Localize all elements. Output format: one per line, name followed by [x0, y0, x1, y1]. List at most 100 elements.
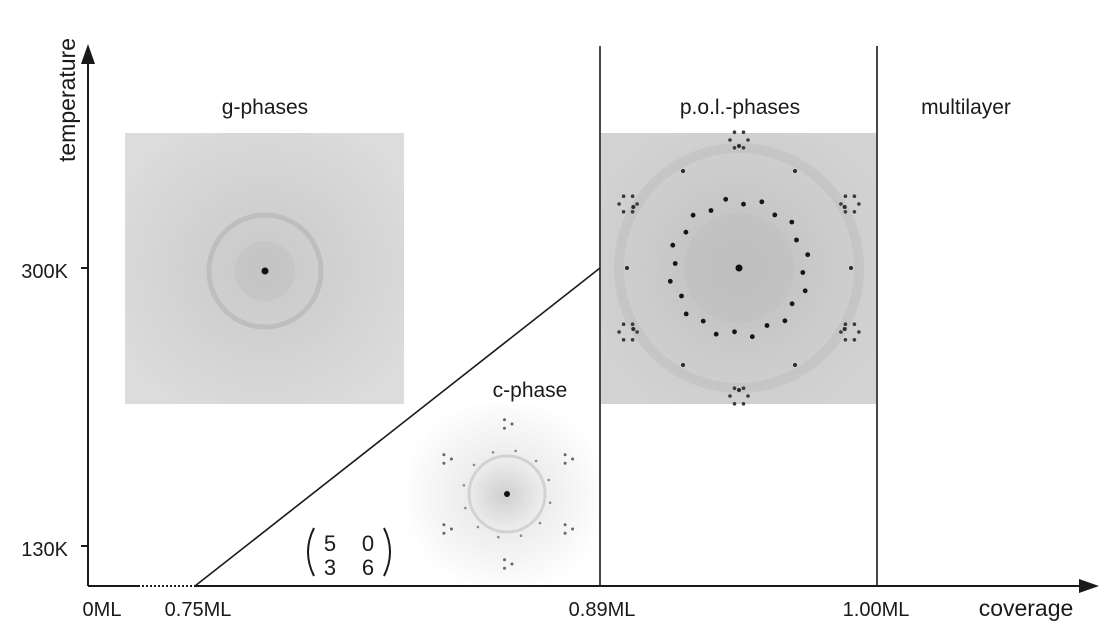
diffraction-spot [794, 237, 799, 243]
diffraction-spot [681, 169, 685, 173]
diffraction-spot [852, 194, 857, 198]
diffraction-spot [690, 212, 696, 218]
diffraction-spot [843, 322, 848, 327]
diffraction-spot [741, 386, 746, 391]
diffraction-spot [563, 453, 567, 457]
diffraction-spot [732, 130, 737, 134]
diffraction-spot [497, 535, 500, 539]
diffraction-spot [741, 146, 746, 150]
diffraction-spot [630, 338, 635, 342]
diffraction-spot [749, 334, 755, 340]
diffraction-spot [667, 278, 673, 284]
diffraction-spot [625, 266, 629, 270]
diffraction-spot [849, 266, 853, 270]
diffraction-spot [563, 531, 567, 535]
diffraction-spot [681, 363, 685, 367]
diffraction-spot [519, 534, 523, 537]
diffraction-spot [772, 212, 778, 218]
matrix-cell-1-1: 5 [324, 531, 336, 556]
diffraction-spot [857, 330, 861, 334]
pol-phases-pattern [601, 130, 876, 406]
diffraction-spot [789, 301, 795, 307]
diffraction-spot [631, 205, 636, 209]
diffraction-spot [842, 327, 847, 331]
x-axis-arrow [1079, 579, 1099, 593]
diffraction-spot [852, 210, 857, 214]
diffraction-spot [635, 330, 639, 334]
diffraction-spot [737, 144, 741, 148]
diffraction-spot [732, 329, 737, 335]
matrix-cell-2-2: 6 [362, 555, 374, 580]
diffraction-spot [852, 338, 857, 342]
x-axis-label: coverage [979, 595, 1074, 621]
c-spots [442, 418, 575, 570]
diffraction-spot [759, 199, 765, 205]
diffraction-spot [728, 138, 732, 142]
diffraction-spot [732, 146, 737, 150]
diffraction-spot [442, 461, 446, 465]
diffraction-spot [503, 418, 506, 422]
diffraction-spot [449, 457, 453, 461]
pol-spots [617, 130, 861, 406]
diffraction-spot [713, 331, 719, 337]
diffraction-spot [857, 202, 861, 206]
diffraction-spot [732, 386, 737, 391]
diffraction-spot [462, 484, 466, 487]
diffraction-spot [630, 210, 635, 214]
diffraction-spot [843, 338, 848, 342]
diffraction-spot [746, 138, 750, 142]
diffraction-spot [631, 327, 636, 331]
diffraction-spot [547, 478, 550, 482]
diffraction-spot [782, 318, 788, 324]
diffraction-spot [571, 527, 575, 531]
diffraction-spot [737, 388, 741, 392]
diffraction-spot [708, 208, 714, 213]
diffraction-spot [670, 242, 676, 248]
diffraction-spot [723, 196, 729, 202]
diffraction-spot [800, 270, 806, 275]
diffraction-spot [534, 459, 538, 463]
y-axis-label: temperature [54, 38, 80, 162]
diffraction-spot [839, 202, 843, 206]
diffraction-spot [805, 252, 811, 258]
diffraction-spot [503, 566, 506, 570]
diffraction-spot [621, 338, 626, 342]
matrix-cell-1-2: 0 [362, 531, 374, 556]
diffraction-spot [672, 261, 678, 266]
g-phases-pattern [125, 133, 404, 404]
diffraction-spot [472, 463, 476, 467]
diffraction-spot [683, 311, 689, 317]
pol-phases-label: p.o.l.-phases [680, 96, 800, 119]
diffraction-spot [476, 525, 480, 529]
diffraction-spot [732, 402, 737, 406]
diffraction-spot [514, 449, 517, 453]
diffraction-spot [621, 210, 626, 214]
diffraction-spot [538, 521, 542, 525]
diffraction-spot [510, 422, 514, 426]
diffraction-spot [563, 523, 567, 527]
diffraction-spot [764, 323, 770, 328]
diffraction-spot [635, 202, 639, 206]
diffraction-spot [442, 531, 446, 535]
matrix-left-bracket [307, 527, 315, 577]
matrix-right-bracket [383, 527, 391, 577]
diffraction-spot [802, 288, 808, 294]
y-axis-arrow [81, 44, 95, 64]
diffraction-spot [442, 453, 446, 457]
diffraction-spot [571, 457, 575, 461]
c-phase-label: c-phase [493, 379, 568, 402]
boundary-c-phase-diagonal [194, 267, 601, 587]
x-tick-label-0-89ml: 0.89ML [569, 599, 636, 621]
diffraction-spot [741, 201, 746, 207]
diffraction-spot [548, 501, 552, 505]
diffraction-spot [741, 402, 746, 406]
diffraction-spot [789, 219, 795, 225]
matrix-cell-2-1: 3 [324, 555, 336, 580]
y-tick-label-300k: 300K [21, 261, 68, 283]
diffraction-spot [630, 322, 635, 327]
x-tick-label-0ml: 0ML [83, 599, 122, 621]
superstructure-matrix: 5 0 3 6 [307, 527, 391, 580]
diffraction-spot [563, 461, 567, 465]
diffraction-spot [630, 194, 635, 198]
